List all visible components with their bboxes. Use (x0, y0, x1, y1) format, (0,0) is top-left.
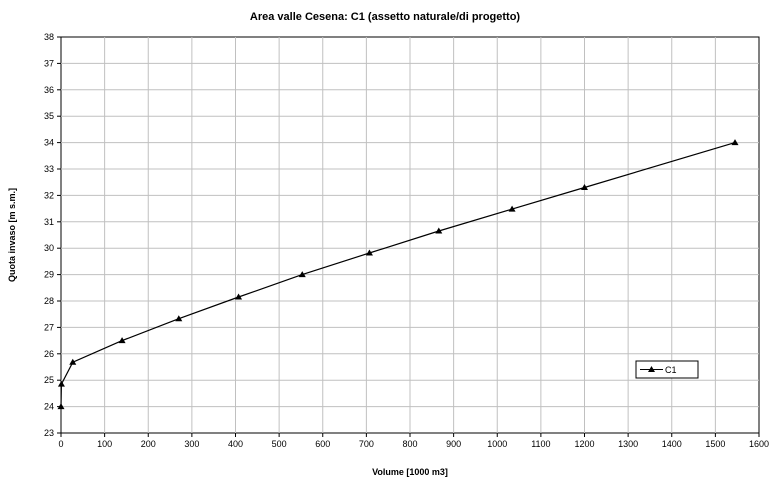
data-point (731, 139, 739, 146)
series-line-C1 (60, 142, 736, 407)
x-tick-label: 200 (141, 439, 156, 449)
data-point (57, 403, 65, 410)
data-point (508, 205, 516, 212)
y-tick-label: 24 (44, 402, 54, 412)
x-tick-label: 1500 (705, 439, 725, 449)
legend-box (635, 360, 699, 379)
x-tick-label: 400 (228, 439, 243, 449)
x-tick-label: 1000 (487, 439, 507, 449)
data-point (435, 227, 443, 234)
y-tick-label: 23 (44, 428, 54, 438)
x-tick-label: 1400 (662, 439, 682, 449)
y-tick-label: 37 (44, 58, 54, 68)
y-tick-label: 29 (44, 270, 54, 280)
y-tick-label: 28 (44, 296, 54, 306)
legend-label: C1 (665, 365, 677, 375)
x-tick-label: 800 (402, 439, 417, 449)
axis-ticks: 0 100 200 300 400 500 600 700 800 900 1000 1100 1200… (44, 32, 769, 449)
legend-marker (648, 366, 655, 372)
data-point (235, 293, 243, 300)
x-tick-label: 1300 (618, 439, 638, 449)
y-tick-label: 33 (44, 164, 54, 174)
x-tick-label: 300 (184, 439, 199, 449)
y-tick-label: 32 (44, 190, 54, 200)
x-axis-title: Volume [1000 m3] (372, 467, 448, 477)
data-point (69, 358, 77, 365)
y-tick-label: 25 (44, 375, 54, 385)
data-point (175, 315, 183, 322)
x-tick-label: 0 (58, 439, 63, 449)
x-tick-label: 1100 (531, 439, 550, 449)
y-tick-label: 35 (44, 111, 54, 121)
x-tick-label: 700 (359, 439, 374, 449)
y-tick-label: 31 (44, 217, 54, 227)
y-tick-label: 36 (44, 85, 54, 95)
x-tick-label: 100 (97, 439, 112, 449)
x-tick-label: 600 (315, 439, 330, 449)
chart-title: Area valle Cesena: C1 (assetto naturale/… (250, 11, 521, 23)
x-tick-label: 900 (446, 439, 461, 449)
y-axis-title: Quota invaso [m s.m.] (7, 188, 17, 282)
y-tick-label: 27 (44, 322, 54, 332)
data-point (581, 183, 588, 190)
y-tick-label: 38 (44, 32, 54, 42)
y-tick-label: 30 (44, 243, 54, 253)
y-tick-label: 34 (44, 138, 54, 148)
grid (61, 37, 759, 433)
legend: C1 (635, 360, 699, 379)
x-tick-label: 500 (272, 439, 287, 449)
data-point (298, 271, 306, 278)
y-tick-label: 26 (44, 349, 54, 359)
series (57, 139, 739, 410)
x-tick-label: 1600 (749, 439, 769, 449)
data-point (365, 249, 373, 256)
data-point (57, 380, 65, 387)
data-point (118, 337, 126, 344)
x-tick-label: 1200 (574, 439, 594, 449)
